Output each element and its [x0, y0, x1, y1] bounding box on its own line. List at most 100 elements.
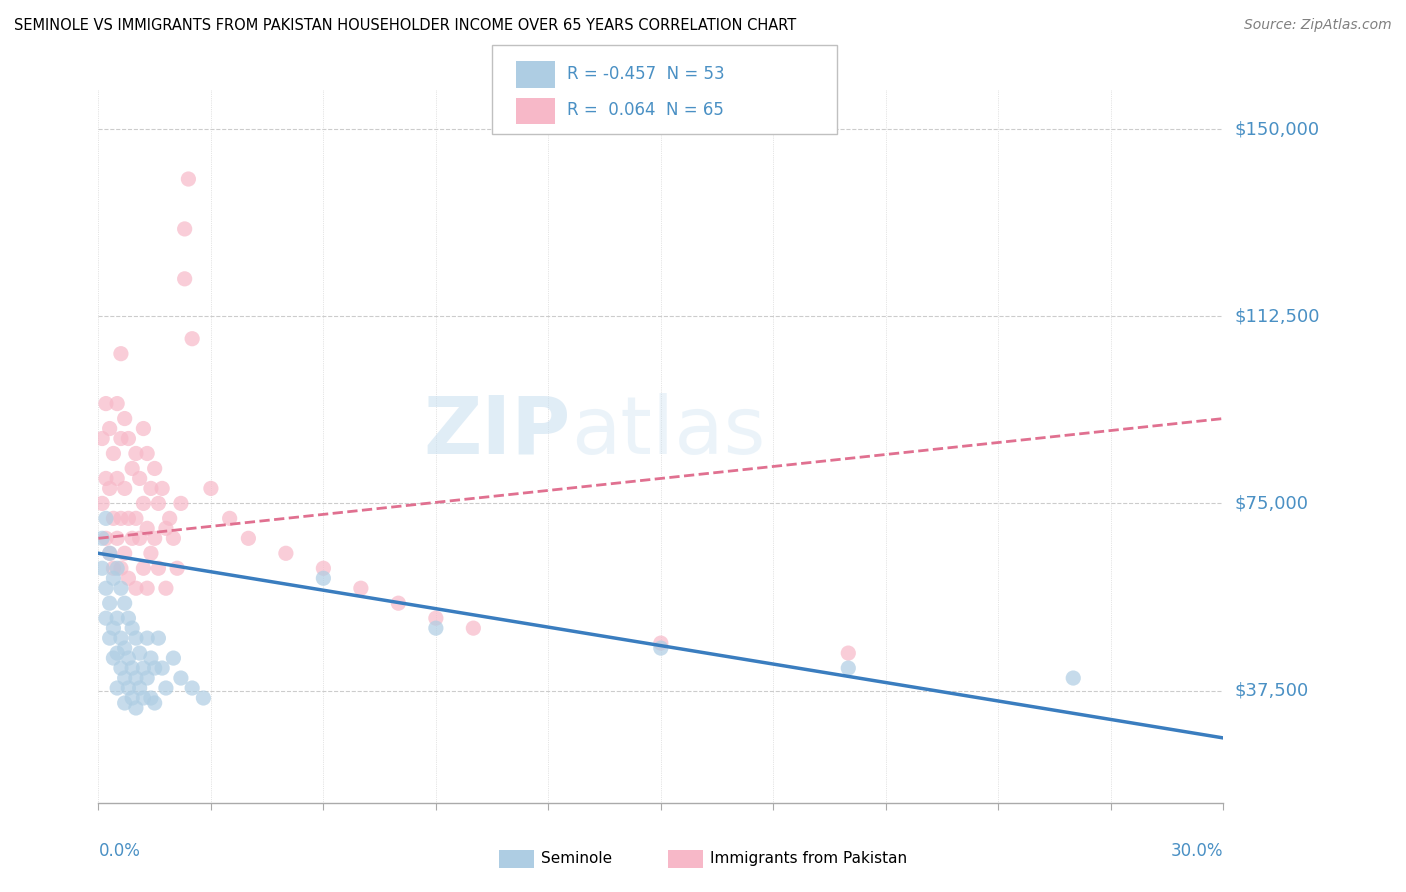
- Point: [425, 621, 447, 635]
- Point: [98, 596, 121, 610]
- Point: [94, 611, 117, 625]
- Point: [148, 561, 170, 575]
- Point: [125, 701, 148, 715]
- Point: [114, 596, 136, 610]
- Point: [136, 581, 159, 595]
- Point: [114, 696, 136, 710]
- Point: [387, 596, 409, 610]
- Point: [159, 511, 181, 525]
- Point: [91, 561, 114, 575]
- Point: [117, 651, 139, 665]
- Text: Seminole: Seminole: [541, 852, 613, 866]
- Point: [114, 482, 136, 496]
- Point: [136, 446, 159, 460]
- Point: [837, 646, 859, 660]
- Point: [150, 661, 173, 675]
- Point: [110, 432, 132, 446]
- Point: [139, 546, 162, 560]
- Point: [125, 511, 148, 525]
- Point: [143, 531, 166, 545]
- Point: [425, 611, 447, 625]
- Point: [132, 561, 155, 575]
- Point: [91, 531, 114, 545]
- Point: [155, 681, 177, 695]
- Point: [125, 671, 148, 685]
- Point: [110, 561, 132, 575]
- Text: $150,000: $150,000: [1234, 120, 1319, 138]
- Point: [143, 696, 166, 710]
- Text: $112,500: $112,500: [1234, 307, 1320, 326]
- Point: [103, 511, 125, 525]
- Point: [148, 496, 170, 510]
- Point: [139, 482, 162, 496]
- Text: R =  0.064  N = 65: R = 0.064 N = 65: [567, 101, 724, 120]
- Text: R = -0.457  N = 53: R = -0.457 N = 53: [567, 65, 724, 83]
- Text: ZIP: ZIP: [423, 392, 571, 471]
- Point: [91, 496, 114, 510]
- Point: [121, 531, 143, 545]
- Point: [125, 446, 148, 460]
- Point: [117, 432, 139, 446]
- Point: [105, 611, 128, 625]
- Point: [155, 521, 177, 535]
- Point: [114, 546, 136, 560]
- Point: [350, 581, 373, 595]
- Point: [94, 531, 117, 545]
- Point: [128, 646, 150, 660]
- Point: [114, 641, 136, 656]
- Point: [128, 471, 150, 485]
- Point: [117, 681, 139, 695]
- Point: [218, 511, 240, 525]
- Text: $75,000: $75,000: [1234, 494, 1309, 512]
- Point: [312, 561, 335, 575]
- Point: [132, 691, 155, 706]
- Point: [170, 496, 193, 510]
- Point: [110, 661, 132, 675]
- Point: [114, 671, 136, 685]
- Point: [94, 396, 117, 410]
- Point: [128, 681, 150, 695]
- Point: [121, 661, 143, 675]
- Point: [650, 636, 672, 650]
- Point: [148, 631, 170, 645]
- Point: [132, 421, 155, 435]
- Point: [162, 531, 184, 545]
- Point: [143, 661, 166, 675]
- Point: [139, 651, 162, 665]
- Point: [94, 581, 117, 595]
- Point: [103, 571, 125, 585]
- Point: [117, 611, 139, 625]
- Point: [170, 671, 193, 685]
- Point: [132, 661, 155, 675]
- Point: [91, 432, 114, 446]
- Point: [177, 172, 200, 186]
- Point: [121, 691, 143, 706]
- Point: [121, 461, 143, 475]
- Point: [312, 571, 335, 585]
- Point: [136, 521, 159, 535]
- Point: [110, 347, 132, 361]
- Point: [238, 531, 260, 545]
- Point: [117, 571, 139, 585]
- Point: [173, 272, 195, 286]
- Point: [181, 332, 204, 346]
- Point: [105, 396, 128, 410]
- Point: [139, 691, 162, 706]
- Text: atlas: atlas: [571, 392, 765, 471]
- Point: [650, 641, 672, 656]
- Point: [121, 621, 143, 635]
- Point: [105, 471, 128, 485]
- Point: [181, 681, 204, 695]
- Point: [110, 631, 132, 645]
- Point: [162, 651, 184, 665]
- Text: 30.0%: 30.0%: [1171, 842, 1223, 860]
- Text: $37,500: $37,500: [1234, 681, 1309, 699]
- Point: [128, 531, 150, 545]
- Point: [136, 631, 159, 645]
- Point: [94, 471, 117, 485]
- Point: [103, 561, 125, 575]
- Point: [94, 511, 117, 525]
- Point: [136, 671, 159, 685]
- Point: [125, 581, 148, 595]
- Text: Source: ZipAtlas.com: Source: ZipAtlas.com: [1244, 18, 1392, 32]
